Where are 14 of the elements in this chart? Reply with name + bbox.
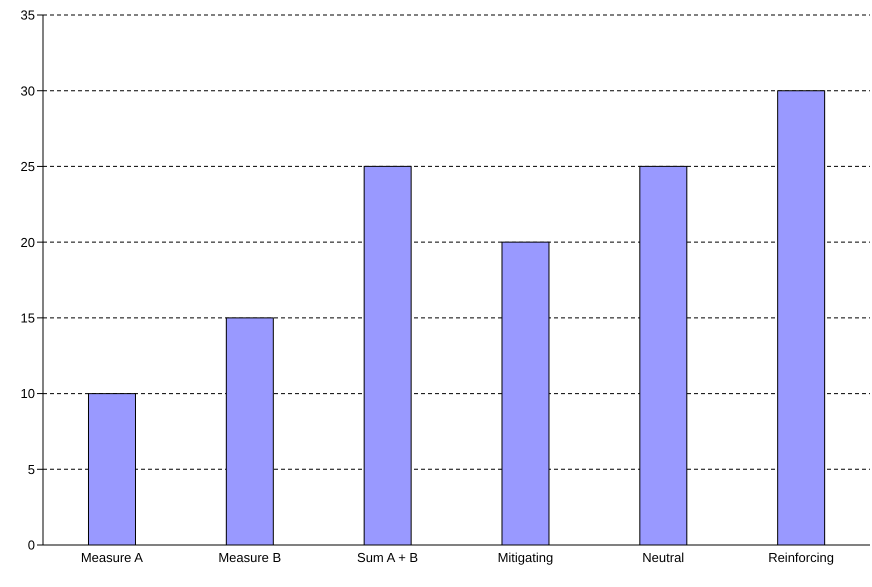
x-tick-label: Neutral xyxy=(642,550,684,566)
y-tick-label: 5 xyxy=(28,462,35,477)
y-tick-label: 30 xyxy=(20,83,35,98)
y-tick-label: 35 xyxy=(20,8,35,23)
x-tick-label: Sum A + B xyxy=(357,550,418,566)
y-tick-label: 25 xyxy=(20,159,35,174)
y-tick-label: 10 xyxy=(20,386,35,402)
y-tick-label: 15 xyxy=(20,310,35,326)
x-tick-label: Mitigating xyxy=(498,550,554,566)
x-tick-label: Measure A xyxy=(80,550,144,566)
x-tick-label: Reinforcing xyxy=(768,550,834,566)
x-tick-label: Measure B xyxy=(218,550,282,566)
y-tick-label: 20 xyxy=(20,234,35,250)
y-tick-label: 0 xyxy=(28,538,35,553)
